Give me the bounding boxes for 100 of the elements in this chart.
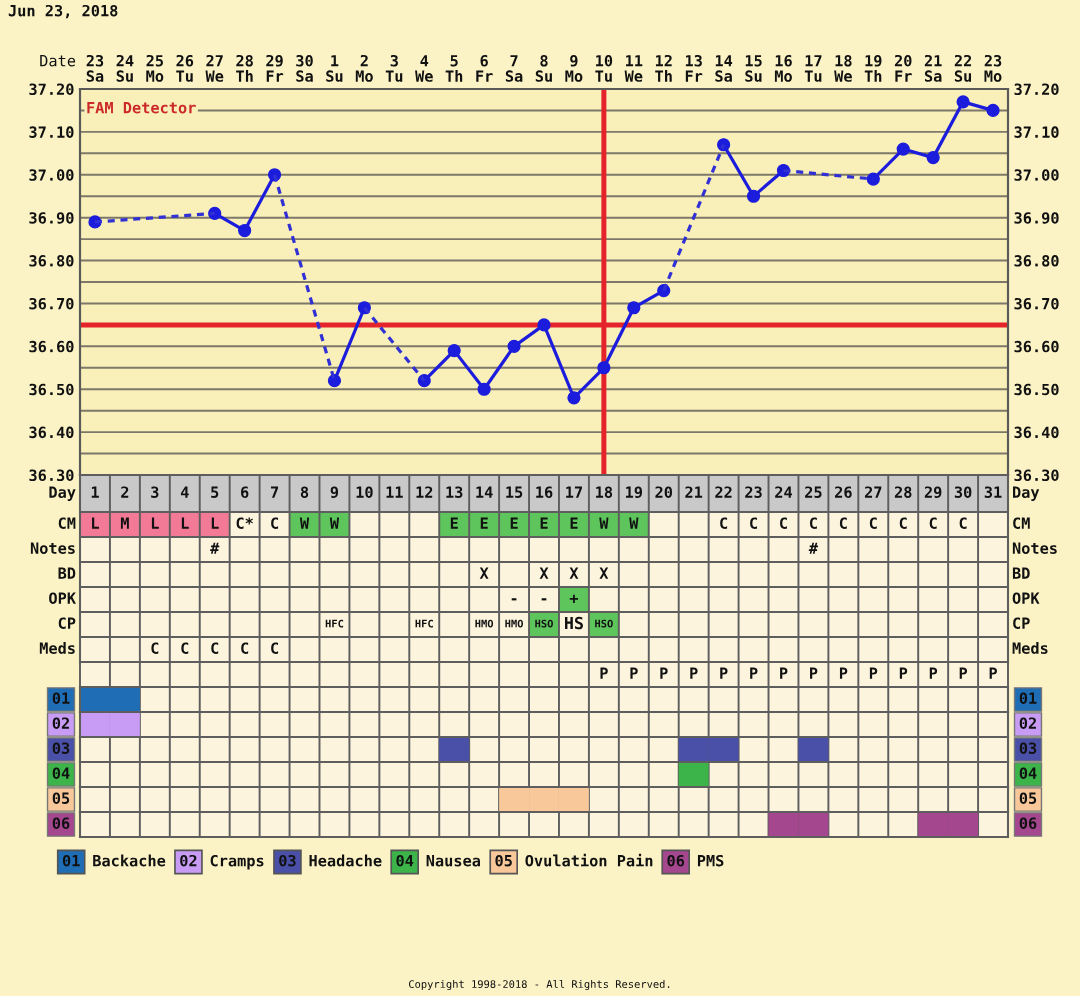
text: #: [210, 542, 220, 554]
text: 02: [180, 854, 197, 867]
y2-tick-label: Notes: [1012, 542, 1057, 554]
x-tick-label: P: [959, 667, 968, 679]
text: +: [569, 594, 579, 604]
x-axis-title: Date: [40, 55, 76, 67]
x-tick-label: 19 Th: [864, 55, 882, 82]
text: X: [479, 567, 489, 579]
x-tick-label: 7: [270, 486, 279, 498]
x-tick-label: 26 Tu: [176, 54, 194, 82]
point: [956, 95, 970, 109]
y2-tick-label: 36.40: [1014, 426, 1059, 439]
x-tick-label: 6: [241, 486, 249, 498]
x-tick-label: 23 Sa: [86, 54, 104, 82]
x-tick-label: 7 Sa: [505, 55, 523, 82]
x-tick-label: 13: [446, 486, 463, 498]
point: [597, 361, 611, 375]
text: HFC: [415, 619, 433, 628]
x-tick-label: 1: [91, 486, 99, 498]
x-tick-label: 17 Tu: [804, 55, 822, 82]
point: [746, 189, 761, 203]
y-axis-title: 02: [52, 717, 69, 729]
x-tick-label: 14: [476, 486, 493, 498]
y2-tick-label: 37.20: [1014, 83, 1059, 96]
text: C: [780, 517, 787, 529]
legend-label: Cramps: [210, 854, 264, 870]
y2-tick-label: 36.80: [1014, 255, 1059, 267]
x-tick-label: 21: [685, 486, 703, 498]
y2-axis-title: 04: [1019, 767, 1037, 779]
x-tick-label: P: [750, 667, 758, 679]
x-tick-label: 20: [655, 486, 673, 498]
y-tick-label: 36.50: [29, 383, 74, 396]
x-tick-label: 22 Su: [954, 54, 972, 82]
text: M: [120, 517, 129, 529]
y2-tick-label: 36.90: [1014, 212, 1059, 224]
x-tick-label: 8 Su: [535, 54, 552, 82]
text: E: [570, 517, 578, 529]
x-tick-label: 4 We: [415, 55, 433, 82]
y-axis-title: 06: [52, 817, 70, 829]
text: HS: [565, 616, 583, 630]
x-tick-label: 18: [596, 486, 613, 498]
y-tick-label: 36.40: [29, 426, 74, 439]
legend-label: Ovulation Pain: [525, 853, 653, 867]
text: X: [569, 567, 579, 579]
text: C: [271, 642, 279, 654]
x-tick-label: 10: [356, 486, 373, 498]
x-tick-label: 10 Tu: [595, 54, 613, 82]
y2-axis-title: 01: [1019, 692, 1037, 704]
text: HSO: [535, 619, 553, 628]
text: C: [271, 517, 279, 529]
x-tick-label: P: [780, 667, 788, 679]
x-tick-label: 26: [835, 486, 852, 498]
x-tick-label: 5: [211, 486, 219, 498]
y2-tick-label: Meds: [1012, 642, 1048, 654]
text: L: [181, 517, 189, 529]
point: [986, 103, 1000, 118]
y2-tick-label: 36.70: [1014, 297, 1059, 310]
x-tick-label: P: [810, 667, 818, 679]
chart-title: Jun 23, 2018: [8, 4, 118, 19]
x-tick-label: 14 Sa: [715, 55, 733, 82]
text: C: [839, 517, 847, 529]
x-tick-label: 9: [330, 486, 339, 499]
text: C: [899, 517, 907, 529]
point: [896, 142, 910, 156]
text: C: [750, 517, 758, 529]
x-tick-label: 1 Su: [326, 55, 343, 82]
y-tick-label: 36.60: [29, 340, 74, 353]
x-tick-label: 28: [894, 486, 912, 498]
text: C: [720, 517, 728, 529]
x-tick-label: 23: [745, 486, 762, 498]
x-tick-label: 24 Su: [116, 54, 134, 82]
text: C: [869, 517, 877, 529]
text: X: [599, 567, 609, 579]
x-tick-label: 13 Fr: [685, 54, 703, 82]
x-tick-label: 19: [626, 486, 643, 499]
point: [926, 151, 940, 165]
text: HMO: [505, 619, 523, 628]
y-tick-label: 37.20: [29, 83, 74, 96]
x-tick-label: 23 Mo: [984, 54, 1002, 82]
y-tick-label: Notes: [30, 542, 75, 554]
y2-axis-title: 02: [1019, 717, 1036, 729]
text: C: [929, 517, 937, 529]
text: 01: [62, 854, 80, 867]
y-axis-title: 04: [52, 767, 70, 779]
text: L: [92, 517, 99, 529]
y2-tick-label: 37.00: [1014, 169, 1059, 181]
y-axis-title: 03: [52, 742, 70, 754]
text: W: [629, 517, 639, 529]
text: C: [181, 642, 189, 654]
text: -: [541, 598, 547, 601]
legend-label: Backache: [93, 854, 166, 867]
y2-axis-title: 05: [1019, 792, 1037, 804]
y-tick-label: OPK: [49, 592, 76, 604]
x-tick-label: 21 Sa: [924, 54, 942, 82]
point: [238, 223, 252, 238]
text: E: [510, 517, 518, 529]
x-tick-label: 12 Th: [655, 54, 672, 82]
text: Copyright 1998-2018 - All Rights Reserved.: [409, 979, 670, 991]
text: 06: [667, 854, 685, 867]
x-tick-label: 27: [864, 486, 882, 498]
